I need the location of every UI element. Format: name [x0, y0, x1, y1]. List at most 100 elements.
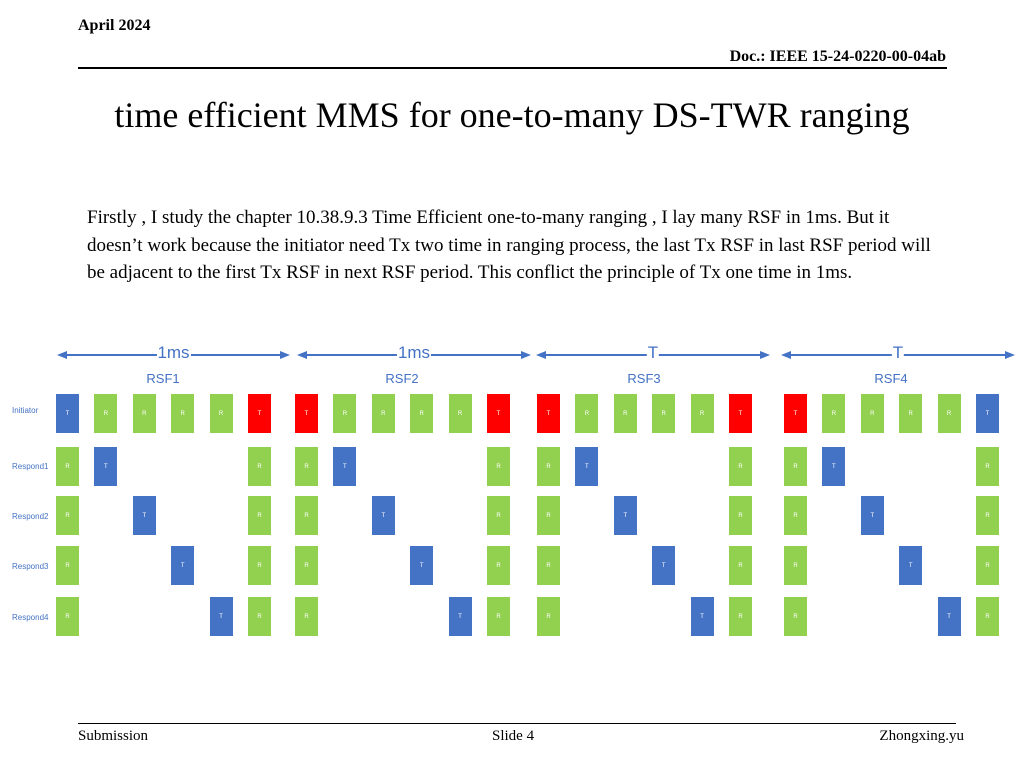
- responder-tx-block: T: [94, 447, 118, 486]
- arrowhead-icon: [760, 351, 770, 359]
- responder-tx-block: T: [171, 546, 195, 585]
- footer-slide-number: Slide 4: [492, 728, 535, 744]
- responder-rx-block: R: [487, 546, 510, 585]
- responder-tx-block: T: [613, 496, 637, 535]
- rsf-label: RSF2: [385, 371, 419, 386]
- initiator-tx-block: T: [976, 394, 999, 433]
- responder-rx-block: R: [784, 546, 807, 585]
- responder-tx-block: T: [822, 447, 846, 486]
- row-label-respond4: Respond4: [12, 613, 49, 622]
- initiator-rx-block: R: [448, 394, 472, 433]
- arrowhead-icon: [536, 351, 546, 359]
- initiator-rx-block: R: [371, 394, 395, 433]
- arrowhead-icon: [1005, 351, 1015, 359]
- initiator-rx-block: R: [860, 394, 884, 433]
- arrowhead-icon: [297, 351, 307, 359]
- arrowhead-icon: [280, 351, 290, 359]
- responder-tx-block: T: [132, 496, 156, 535]
- responder-tx-block: T: [575, 447, 599, 486]
- responder-rx-block: R: [295, 447, 318, 486]
- responder-tx-block: T: [209, 597, 233, 636]
- header-date: April 2024: [78, 17, 151, 34]
- initiator-tx-block: T: [295, 394, 318, 433]
- initiator-rx-block: R: [94, 394, 118, 433]
- responder-rx-block: R: [487, 496, 510, 535]
- responder-rx-block: R: [56, 597, 79, 636]
- initiator-rx-block: R: [171, 394, 195, 433]
- slide-title: time efficient MMS for one-to-many DS-TW…: [114, 95, 910, 135]
- responder-rx-block: R: [976, 546, 999, 585]
- period-label: T: [646, 343, 660, 363]
- responder-rx-block: R: [729, 447, 752, 486]
- row-label-respond1: Respond1: [12, 462, 49, 471]
- responder-tx-block: T: [448, 597, 472, 636]
- responder-rx-block: R: [248, 447, 271, 486]
- row-label-respond2: Respond2: [12, 512, 49, 521]
- row-label-initiator: Initiator: [12, 406, 39, 415]
- responder-rx-block: R: [56, 546, 79, 585]
- responder-tx-block: T: [333, 447, 357, 486]
- rsf-label: RSF4: [874, 371, 908, 386]
- responder-tx-block: T: [371, 496, 395, 535]
- responder-rx-block: R: [976, 597, 999, 636]
- period-label: 1ms: [156, 343, 191, 363]
- responder-rx-block: R: [537, 447, 560, 486]
- responder-rx-block: R: [537, 597, 560, 636]
- period-label: 1ms: [396, 343, 432, 363]
- arrowhead-icon: [781, 351, 791, 359]
- responder-rx-block: R: [537, 546, 560, 585]
- responder-tx-block: T: [860, 496, 884, 535]
- initiator-tx-block: T: [784, 394, 807, 433]
- responder-rx-block: R: [56, 447, 79, 486]
- responder-rx-block: R: [295, 496, 318, 535]
- responder-rx-block: R: [729, 496, 752, 535]
- initiator-rx-block: R: [575, 394, 599, 433]
- rsf-label: RSF1: [146, 371, 180, 386]
- responder-tx-block: T: [652, 546, 676, 585]
- initiator-tx-block: T: [729, 394, 752, 433]
- responder-rx-block: R: [487, 597, 510, 636]
- header-divider: [78, 67, 947, 69]
- responder-tx-block: T: [899, 546, 923, 585]
- responder-rx-block: R: [248, 597, 271, 636]
- initiator-tx-block: T: [537, 394, 560, 433]
- initiator-tx-block: T: [56, 394, 79, 433]
- initiator-rx-block: R: [209, 394, 233, 433]
- responder-rx-block: R: [784, 447, 807, 486]
- responder-rx-block: R: [248, 496, 271, 535]
- responder-tx-block: T: [410, 546, 434, 585]
- initiator-rx-block: R: [410, 394, 434, 433]
- arrowhead-icon: [57, 351, 67, 359]
- slide-body-text: Firstly , I study the chapter 10.38.9.3 …: [87, 207, 931, 283]
- header-doc-id: Doc.: IEEE 15-24-0220-00-04ab: [729, 48, 946, 65]
- responder-rx-block: R: [976, 447, 999, 486]
- footer-submission: Submission: [78, 728, 149, 744]
- initiator-rx-block: R: [937, 394, 961, 433]
- responder-rx-block: R: [295, 546, 318, 585]
- initiator-rx-block: R: [333, 394, 357, 433]
- initiator-rx-block: R: [613, 394, 637, 433]
- arrowhead-icon: [521, 351, 531, 359]
- initiator-tx-block: T: [248, 394, 271, 433]
- responder-rx-block: R: [784, 496, 807, 535]
- responder-rx-block: R: [295, 597, 318, 636]
- period-label: T: [891, 343, 905, 363]
- initiator-rx-block: R: [652, 394, 676, 433]
- responder-rx-block: R: [248, 546, 271, 585]
- initiator-rx-block: R: [822, 394, 846, 433]
- responder-rx-block: R: [729, 597, 752, 636]
- initiator-rx-block: R: [899, 394, 923, 433]
- rsf-label: RSF3: [627, 371, 661, 386]
- initiator-rx-block: R: [132, 394, 156, 433]
- initiator-tx-block: T: [487, 394, 510, 433]
- responder-rx-block: R: [784, 597, 807, 636]
- initiator-rx-block: R: [690, 394, 714, 433]
- responder-rx-block: R: [487, 447, 510, 486]
- responder-rx-block: R: [976, 496, 999, 535]
- responder-rx-block: R: [537, 496, 560, 535]
- responder-tx-block: T: [690, 597, 714, 636]
- responder-tx-block: T: [937, 597, 961, 636]
- footer-divider: [78, 723, 956, 724]
- row-label-respond3: Respond3: [12, 562, 49, 571]
- footer-author: Zhongxing.yu: [879, 728, 964, 744]
